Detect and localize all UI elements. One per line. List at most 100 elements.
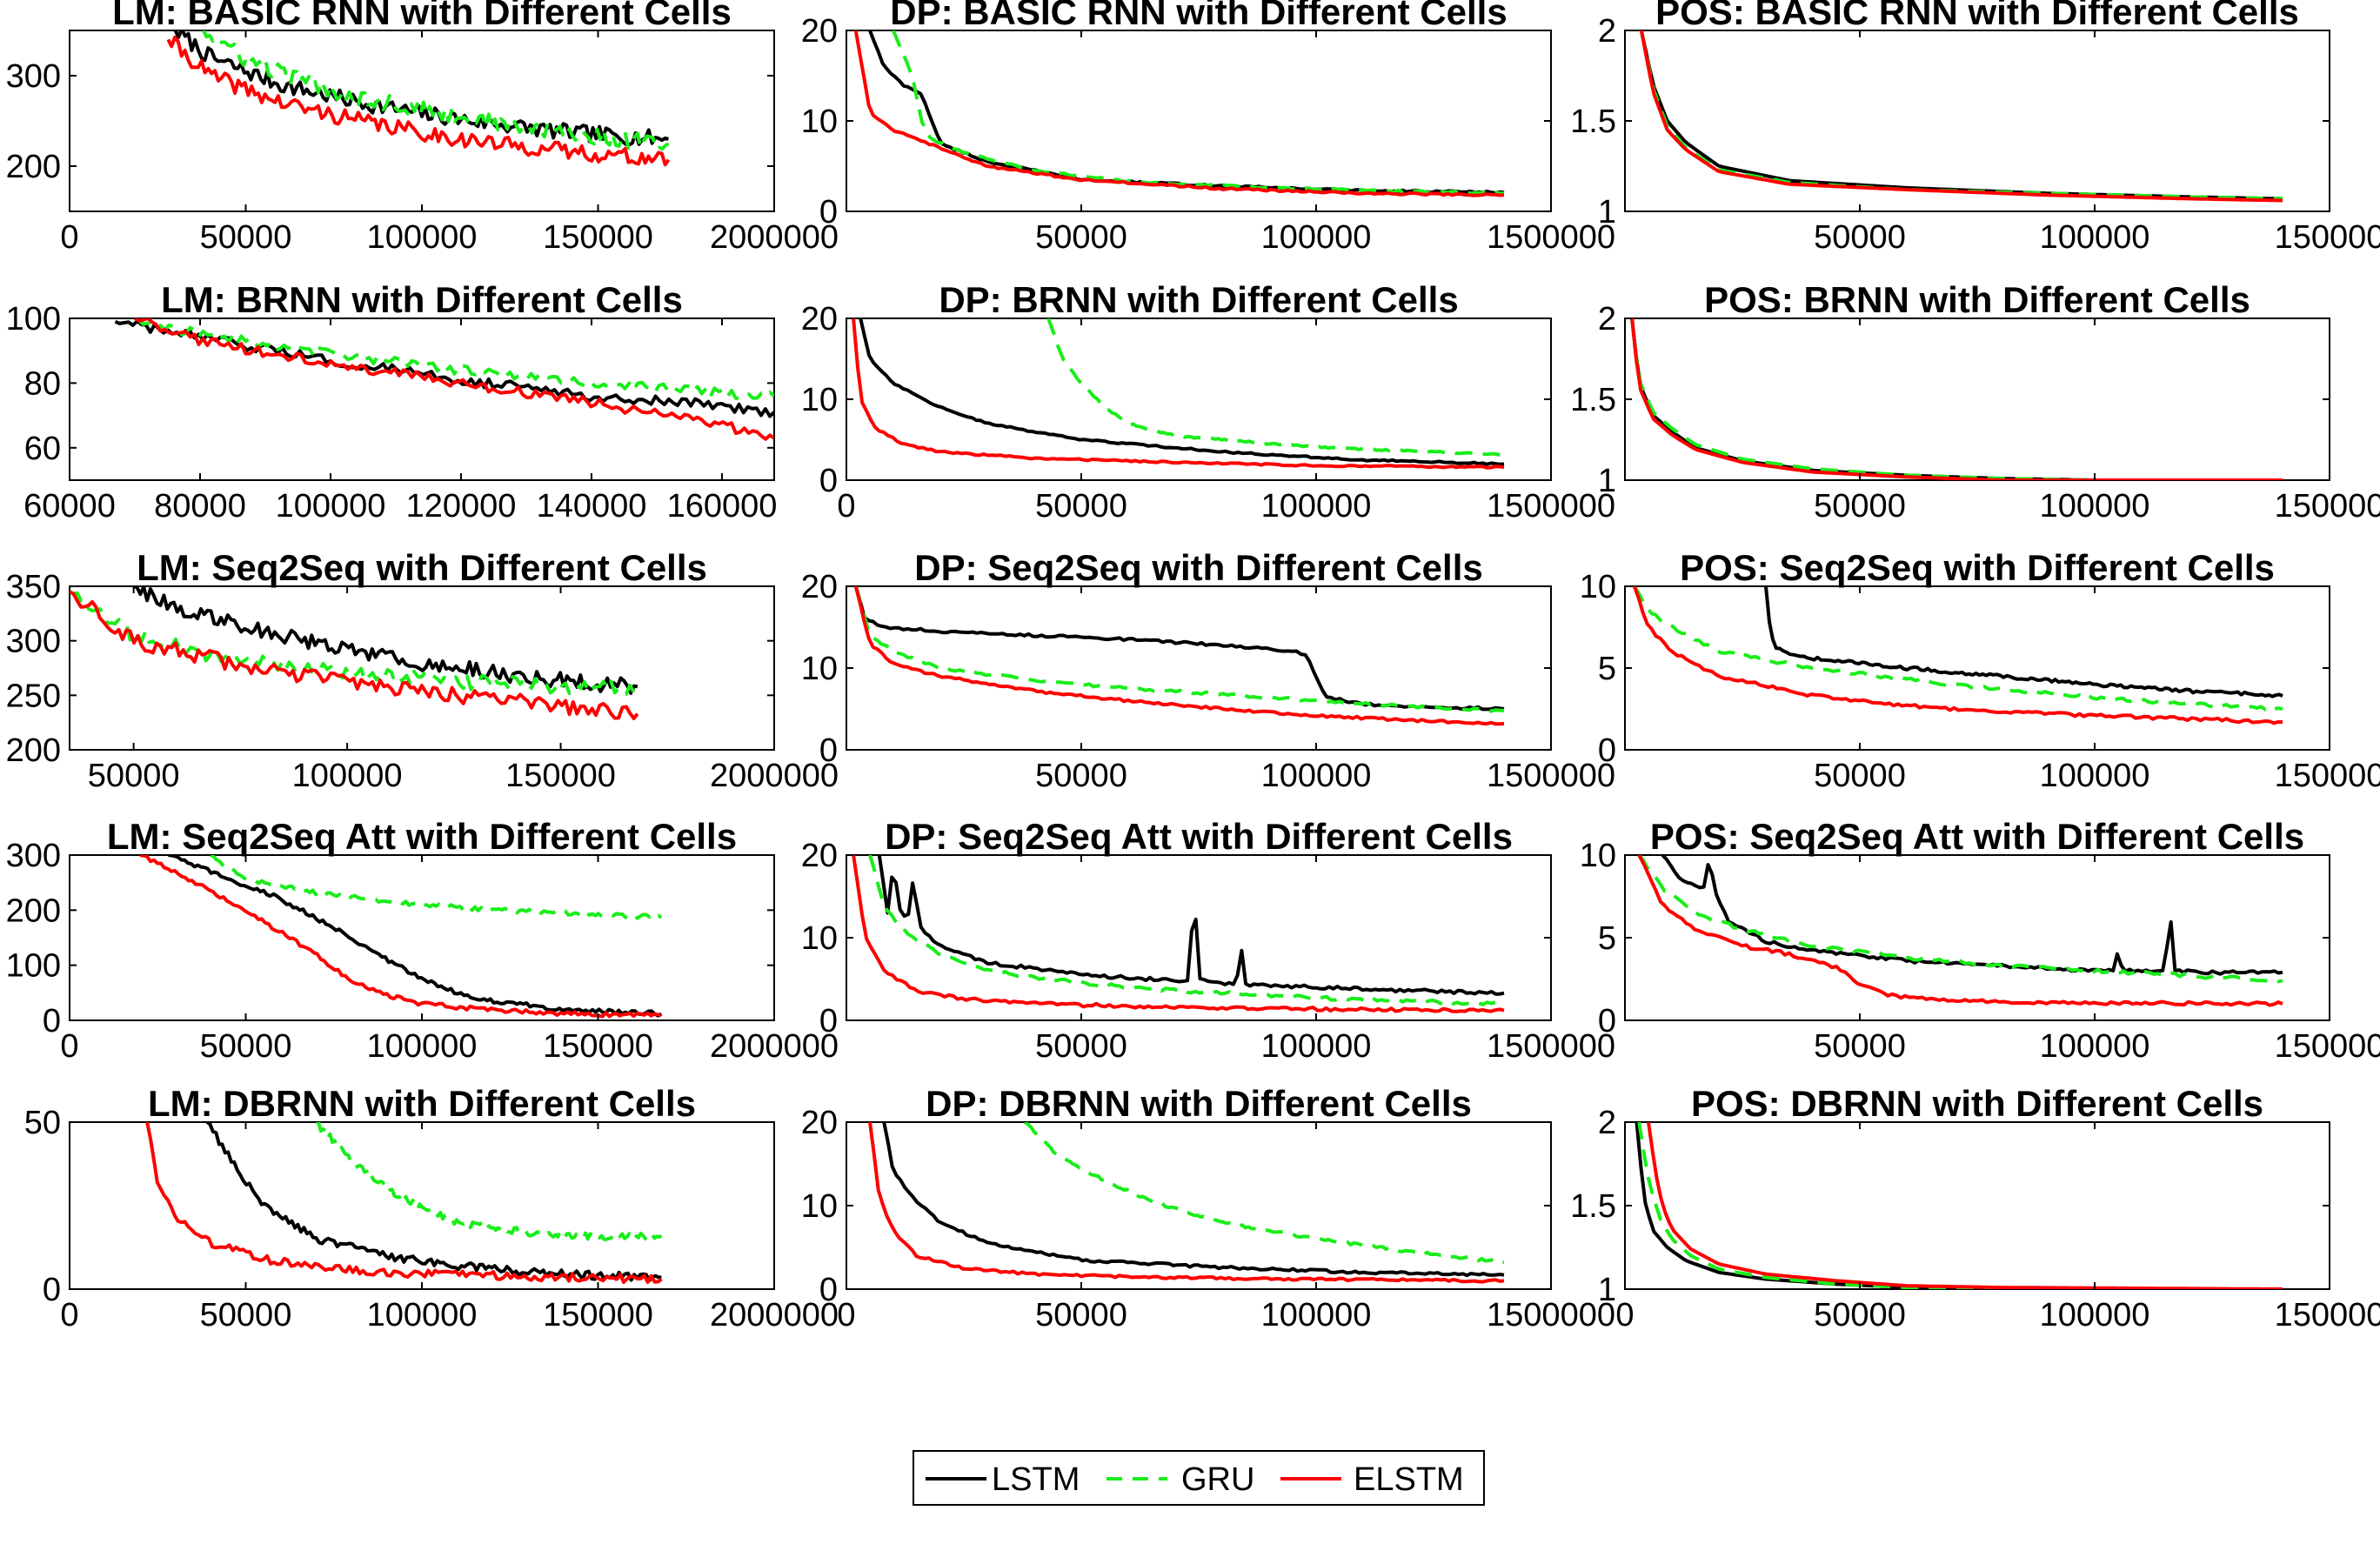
subplot-pos-basic-rnn-with-different-cells: 50000 100000 150000 1 1.5 2 POS: BASIC RNN wit…	[1570, 0, 2380, 256]
series-line-elstm	[852, 855, 1505, 1013]
y-tick-label: 200	[6, 892, 61, 929]
chart-title: DP: Seq2Seq Att with Different Cells	[885, 816, 1513, 857]
series-line-gru	[1637, 855, 2283, 984]
chart-title: DP: Seq2Seq with Different Cells	[914, 547, 1482, 588]
y-tick-label: 1	[1598, 463, 1616, 499]
y-tick-label: 5	[1598, 920, 1616, 957]
x-tick-label: 100000	[2040, 1297, 2150, 1333]
series-line-elstm	[868, 1122, 1505, 1284]
x-tick-label: 50000	[1814, 758, 1906, 794]
y-tick-label: 10	[801, 1188, 838, 1225]
series-line-lstm	[882, 1122, 1505, 1278]
x-tick-label: 0	[837, 488, 855, 525]
plot-area	[1624, 1121, 2330, 1290]
chart-title: LM: DBRNN with Different Cells	[148, 1083, 696, 1124]
y-tick-label: 0	[819, 1272, 838, 1308]
x-tick-label: 100000	[2040, 1028, 2150, 1065]
subplot-dp-basic-rnn-with-different-cells: 50000 100000 1500000 0 10 20 DP: BASIC RNN wit…	[801, 0, 1615, 256]
subplot-pos-brnn-with-different-cells: 50000 100000 150000 1 1.5 2 POS: BRNN with Dif…	[1570, 279, 2380, 525]
x-tick-label: 0	[60, 1028, 78, 1065]
y-tick-label: 1	[1598, 1272, 1616, 1308]
subplot-dp-dbrnn-with-different-cells: 0 50000 100000 1500000 0 10 20 DP: DBRNN with D…	[801, 1083, 1615, 1333]
y-tick-label: 300	[6, 58, 61, 95]
x-tick-label: 50000	[200, 1297, 292, 1333]
series-line-lstm	[205, 1122, 662, 1283]
series-line-gru	[1630, 318, 2283, 480]
series-line-gru	[1046, 318, 1505, 457]
subplot-pos-seq2seq-att-with-different-cells: 50000 100000 150000 0 5 10 POS: Seq2Seq Att wi…	[1580, 816, 2380, 1065]
y-tick-label: 1	[1598, 194, 1616, 231]
series-line-elstm	[1647, 1122, 2283, 1289]
series-line-lstm	[133, 586, 638, 695]
x-tick-label: 150000	[2275, 219, 2380, 256]
x-tick-label: 0	[60, 1297, 78, 1333]
x-tick-label: 2000000	[710, 758, 839, 794]
x-tick-label: 100000	[367, 219, 478, 256]
series-line-elstm	[166, 35, 671, 167]
series-line-elstm	[1630, 318, 2283, 480]
y-tick-label: 10	[1580, 569, 1616, 605]
y-tick-label: 10	[801, 920, 838, 957]
y-tick-label: 0	[819, 463, 838, 499]
x-tick-label: 2000000	[710, 1297, 839, 1333]
y-tick-label: 10	[801, 651, 838, 687]
y-tick-label: 300	[6, 838, 61, 874]
x-tick-label: 50000	[1814, 1297, 1906, 1333]
x-tick-label: 50000	[200, 1028, 292, 1065]
subplot-dp-brnn-with-different-cells: 0 50000 100000 1500000 0 10 20 DP: BRNN with Di…	[801, 279, 1615, 525]
x-tick-label: 150000	[505, 758, 616, 794]
legend-lstm-label: LSTM	[992, 1461, 1080, 1498]
y-tick-label: 10	[1580, 838, 1616, 874]
x-tick-label: 50000	[1035, 488, 1127, 525]
x-tick-label: 100000	[1261, 488, 1372, 525]
chart-title: POS: Seq2Seq Att with Different Cells	[1650, 816, 2304, 857]
y-tick-label: 0	[1598, 1003, 1616, 1039]
series-line-elstm	[852, 318, 1505, 470]
y-tick-label: 200	[6, 149, 61, 185]
chart-title: POS: BRNN with Different Cells	[1704, 279, 2250, 320]
y-tick-label: 10	[801, 104, 838, 140]
y-tick-label: 20	[801, 1105, 838, 1141]
y-tick-label: 10	[801, 382, 838, 418]
x-tick-label: 1500000	[1487, 758, 1615, 794]
series-line-elstm	[145, 1122, 663, 1284]
series-line-gru	[853, 586, 1505, 713]
y-tick-label: 100	[6, 301, 61, 338]
legend: LSTM GRU ELSTM	[913, 1450, 1485, 1506]
x-tick-label: 2000000	[710, 1028, 839, 1065]
x-tick-label: 150000	[2275, 1297, 2380, 1333]
chart-title: LM: BASIC RNN with Different Cells	[112, 0, 732, 32]
plot-area	[1624, 317, 2330, 481]
x-tick-label: 0	[1615, 1297, 1634, 1333]
series-line-elstm	[1632, 586, 2283, 725]
x-tick-label: 1500000	[1487, 1028, 1615, 1065]
x-tick-label: 150000	[2275, 758, 2380, 794]
x-tick-label: 100000	[1261, 758, 1372, 794]
y-tick-label: 0	[1598, 732, 1616, 769]
y-tick-label: 0	[43, 1272, 61, 1308]
x-tick-label: 0	[60, 219, 78, 256]
plot-area	[69, 854, 775, 1021]
y-tick-label: 20	[801, 838, 838, 874]
x-tick-label: 1500000	[1487, 219, 1615, 256]
series-line-elstm	[139, 855, 662, 1019]
x-tick-label: 100000	[1261, 1028, 1372, 1065]
series-line-lstm	[877, 855, 1505, 996]
y-tick-label: 1.5	[1570, 104, 1616, 140]
chart-title: LM: BRNN with Different Cells	[161, 279, 683, 320]
x-tick-label: 120000	[406, 488, 517, 525]
series-line-gru	[134, 318, 774, 400]
subplot-lm-brnn-with-different-cells: 60000 80000 100000 120000 140000 160000 60 80 10…	[6, 279, 778, 525]
x-tick-label: 50000	[1035, 1297, 1127, 1333]
x-tick-label: 50000	[1814, 1028, 1906, 1065]
y-tick-label: 80	[24, 365, 61, 402]
series-line-lstm	[168, 855, 663, 1018]
series-line-gru	[868, 855, 1505, 1007]
x-tick-label: 100000	[367, 1297, 478, 1333]
x-tick-label: 100000	[1261, 219, 1372, 256]
chart-title: POS: BASIC RNN with Different Cells	[1655, 0, 2299, 32]
